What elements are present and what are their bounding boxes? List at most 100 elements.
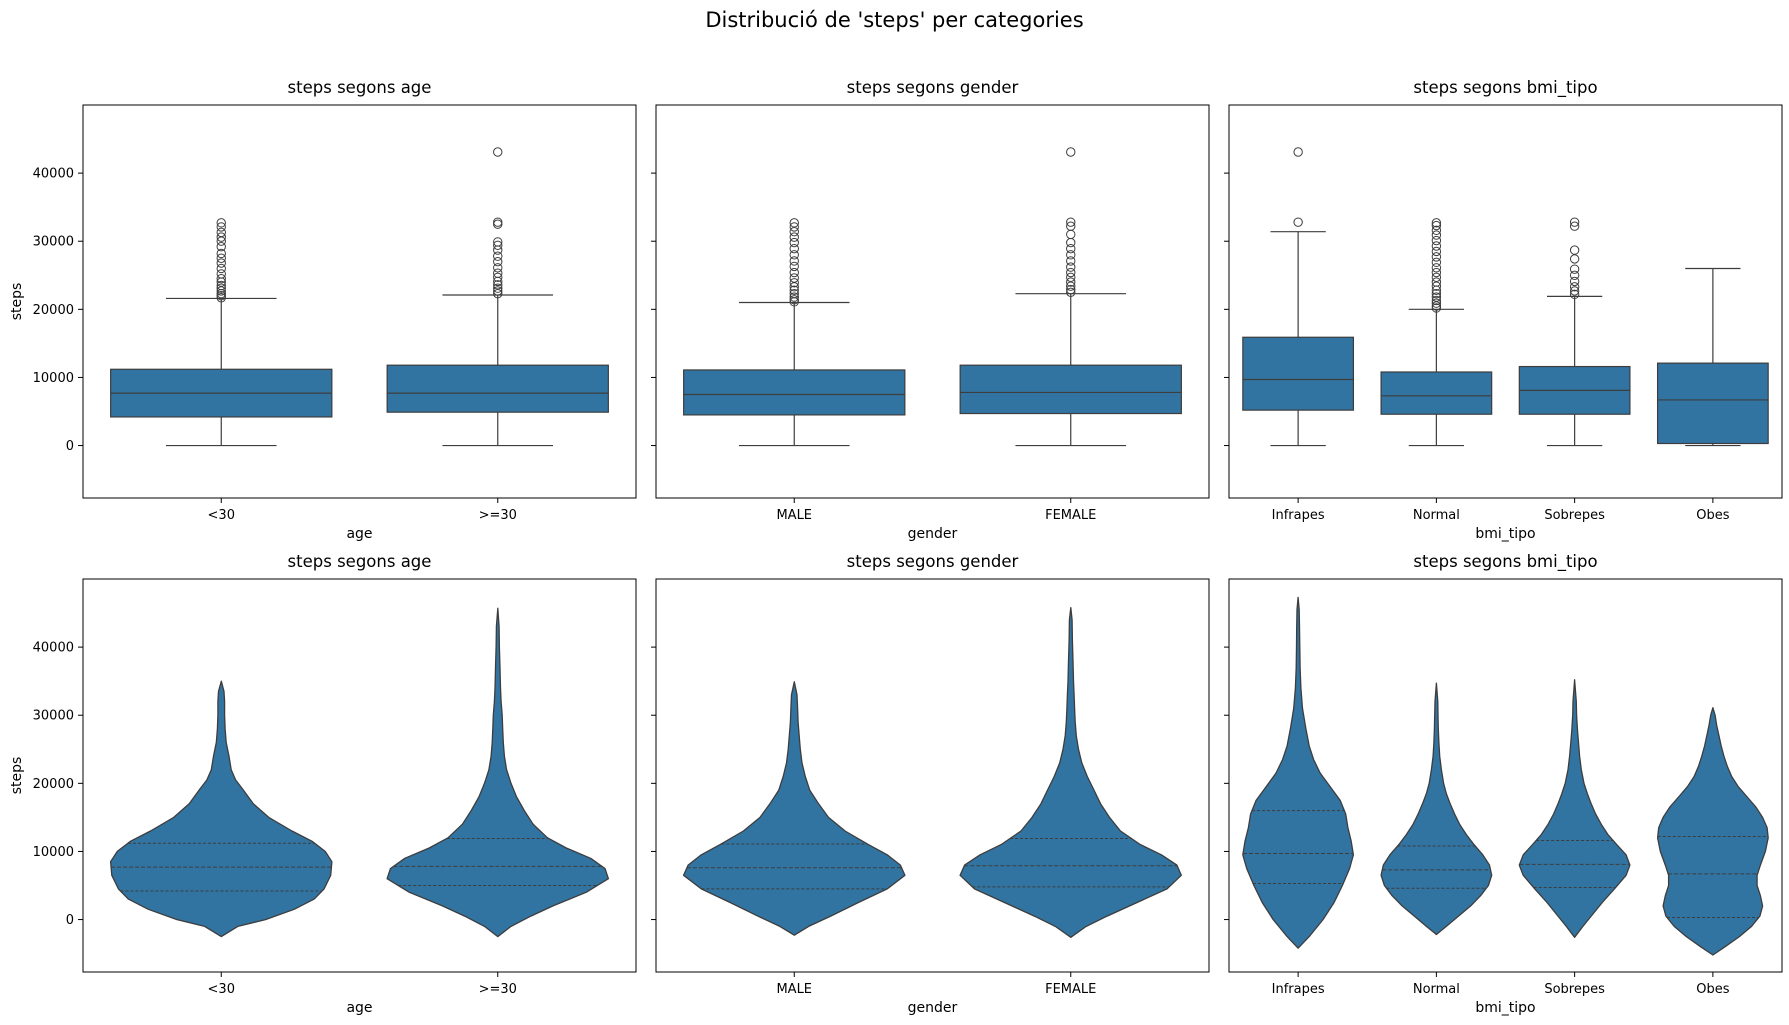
outlier-point bbox=[1569, 221, 1580, 231]
box-3 bbox=[1656, 267, 1769, 447]
outlier-point bbox=[1569, 289, 1580, 300]
violin-1 bbox=[1380, 682, 1493, 936]
outlier-point bbox=[789, 232, 799, 242]
outlier-point bbox=[1431, 252, 1442, 262]
violin-body bbox=[386, 607, 610, 938]
y-tick-label: 30000 bbox=[33, 709, 74, 724]
y-tick-label: 20000 bbox=[33, 777, 74, 792]
outlier-point bbox=[493, 272, 503, 283]
outlier-point bbox=[789, 285, 799, 295]
violin-body bbox=[959, 606, 1182, 938]
outlier-point bbox=[216, 258, 226, 268]
outlier-point bbox=[1431, 292, 1442, 302]
outlier-point bbox=[1569, 282, 1580, 292]
x-tick-label: FEMALE bbox=[1045, 508, 1096, 523]
outlier-point bbox=[789, 244, 799, 254]
outlier-point bbox=[216, 269, 226, 279]
outlier-point bbox=[1569, 276, 1580, 287]
x-tick-label: >=30 bbox=[479, 982, 517, 997]
violin-body bbox=[1656, 707, 1769, 956]
x-axis-label: gender bbox=[908, 1000, 958, 1016]
panel-title: steps segons gender bbox=[847, 78, 1019, 97]
outlier-point bbox=[789, 237, 799, 248]
y-tick-label: 0 bbox=[66, 913, 74, 928]
x-axis-label: gender bbox=[908, 526, 958, 542]
y-tick-label: 40000 bbox=[33, 641, 74, 656]
outlier-point bbox=[789, 250, 799, 260]
outlier-point bbox=[493, 240, 503, 251]
box-iqr bbox=[1380, 371, 1493, 415]
box-0 bbox=[1242, 147, 1355, 447]
outlier-point bbox=[1569, 286, 1580, 296]
outlier-point bbox=[1431, 218, 1442, 228]
violin-0 bbox=[682, 681, 906, 936]
box-iqr bbox=[1656, 362, 1769, 445]
violin-2 bbox=[1518, 679, 1631, 938]
violin-0 bbox=[1242, 596, 1355, 949]
x-tick-label: Sobrepes bbox=[1544, 508, 1605, 523]
panels: steps segons age 0 10000 20000 30000 40000 ste… bbox=[9, 78, 1783, 1016]
x-tick-label: Normal bbox=[1413, 508, 1460, 523]
outlier-point bbox=[216, 227, 226, 238]
x-tick-label: Obes bbox=[1696, 508, 1729, 523]
outlier-point bbox=[1431, 235, 1442, 246]
y-tick-label: 10000 bbox=[33, 371, 74, 386]
box-1 bbox=[386, 147, 609, 447]
plot-frame bbox=[655, 578, 1210, 973]
outlier-point bbox=[1066, 284, 1076, 295]
outlier-point bbox=[1431, 272, 1442, 283]
outlier-point bbox=[1293, 217, 1303, 227]
violin-body bbox=[682, 681, 906, 936]
violin-body bbox=[1380, 682, 1493, 936]
outlier-point bbox=[216, 222, 226, 232]
outlier-point bbox=[1431, 277, 1442, 287]
x-tick-label: Infrapes bbox=[1272, 982, 1325, 997]
outlier-point bbox=[1431, 298, 1442, 308]
box-2 bbox=[1518, 217, 1631, 447]
outlier-point bbox=[789, 261, 799, 272]
box-0 bbox=[110, 218, 333, 447]
outlier-point bbox=[1431, 241, 1442, 251]
outlier-point bbox=[789, 295, 799, 305]
x-tick-label: MALE bbox=[776, 982, 812, 997]
box-iqr bbox=[959, 364, 1182, 415]
y-tick-label: 40000 bbox=[33, 167, 74, 182]
outlier-point bbox=[216, 232, 226, 242]
plot-frame bbox=[82, 578, 637, 973]
x-tick-label: <30 bbox=[208, 508, 235, 523]
outlier-point bbox=[1066, 221, 1076, 231]
violin-body bbox=[1242, 596, 1355, 949]
box-panel: steps segons gender MALE FEMALE gender bbox=[651, 78, 1210, 542]
outlier-point bbox=[789, 267, 799, 278]
violin-1 bbox=[386, 607, 610, 938]
plot-frame bbox=[82, 104, 637, 499]
panel-title: steps segons bmi_tipo bbox=[1413, 552, 1597, 572]
x-tick-label: >=30 bbox=[479, 508, 517, 523]
box-panel: steps segons age 0 10000 20000 30000 40000 ste… bbox=[9, 78, 637, 542]
violin-panel: steps segons bmi_tipo Infrapes Normal Sobre… bbox=[1224, 552, 1783, 1016]
outlier-point bbox=[789, 273, 799, 283]
x-tick-label: MALE bbox=[776, 508, 812, 523]
outlier-point bbox=[493, 280, 503, 290]
outlier-point bbox=[1293, 147, 1303, 157]
outlier-point bbox=[1066, 267, 1076, 278]
outlier-point bbox=[493, 237, 503, 247]
outlier-point bbox=[789, 256, 799, 266]
x-tick-label: <30 bbox=[208, 982, 235, 997]
y-axis-label: steps bbox=[9, 283, 25, 321]
outlier-point bbox=[1431, 257, 1442, 268]
outlier-point bbox=[1569, 264, 1580, 274]
x-tick-label: Normal bbox=[1413, 982, 1460, 997]
outlier-point bbox=[216, 280, 226, 291]
outlier-point bbox=[1066, 272, 1076, 283]
outlier-point bbox=[789, 288, 799, 299]
x-tick-label: Sobrepes bbox=[1544, 982, 1605, 997]
x-tick-label: FEMALE bbox=[1045, 982, 1096, 997]
panel-title: steps segons age bbox=[288, 552, 432, 571]
y-tick-label: 0 bbox=[66, 439, 74, 454]
outlier-point bbox=[493, 217, 503, 227]
outlier-point bbox=[493, 251, 503, 261]
panel-title: steps segons bmi_tipo bbox=[1413, 78, 1597, 98]
outlier-point bbox=[493, 286, 503, 296]
